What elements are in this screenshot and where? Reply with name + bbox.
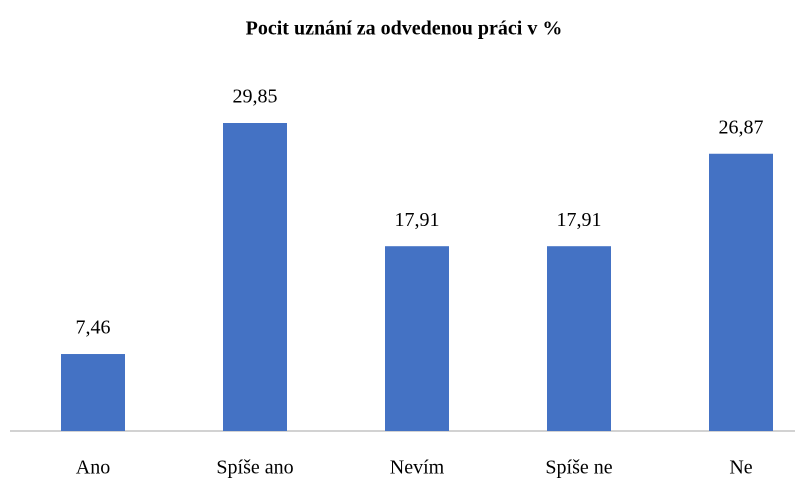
x-tick-label: Nevím — [390, 457, 445, 479]
data-label: 26,87 — [719, 116, 764, 138]
data-label: 17,91 — [557, 209, 602, 231]
x-tick-label: Spíše ne — [545, 457, 612, 479]
chart-title: Pocit uznání za odvedenou práci v % — [246, 18, 563, 40]
bar — [385, 246, 449, 431]
x-tick-label: Ne — [729, 457, 752, 479]
data-label: 17,91 — [395, 209, 440, 231]
bar — [61, 354, 125, 431]
data-label: 29,85 — [233, 86, 278, 108]
x-tick-label: Spíše ano — [216, 457, 293, 479]
x-tick-label: Ano — [76, 457, 110, 479]
data-label: 7,46 — [76, 317, 111, 339]
bar — [547, 246, 611, 431]
bar — [709, 153, 773, 431]
bar — [223, 123, 287, 431]
